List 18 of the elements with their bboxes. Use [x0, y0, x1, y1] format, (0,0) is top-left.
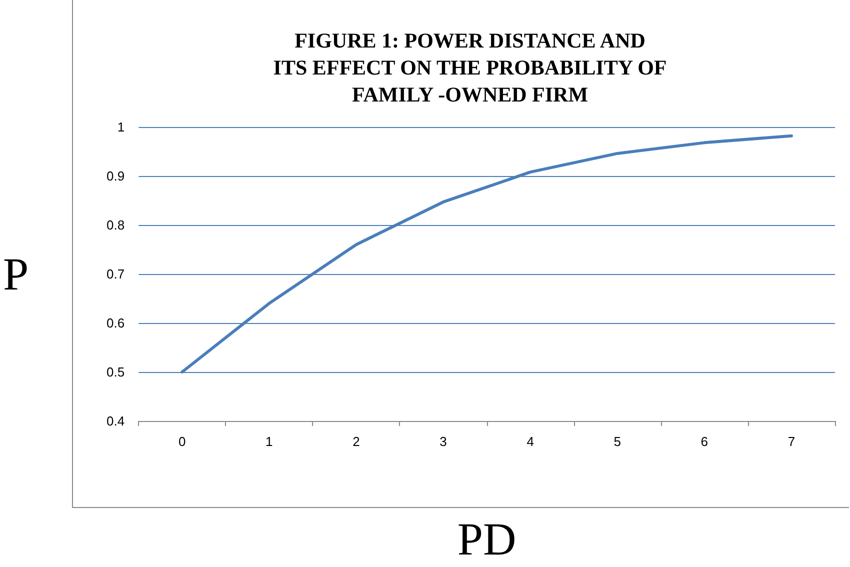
x-tick-label: 2: [352, 434, 360, 449]
x-tick-label: 0: [178, 434, 186, 449]
x-tick-label: 1: [266, 434, 273, 449]
y-tick-label: 0.5: [106, 364, 125, 380]
x-tick-label: 3: [440, 434, 447, 449]
y-tick-label: 0.9: [106, 168, 125, 184]
y-tick-label: 1: [117, 120, 125, 134]
x-tick-label: 6: [700, 434, 708, 449]
y-tick-label: 0.8: [106, 218, 125, 232]
x-tick-label: 7: [788, 434, 796, 449]
y-tick-label: 0.4: [106, 414, 125, 428]
y-tick-label: 0.7: [106, 266, 125, 282]
y-axis-title: P: [2, 248, 29, 300]
x-axis-title: PD: [457, 514, 516, 564]
x-tick-label: 4: [526, 434, 534, 449]
y-tick-label: 0.6: [106, 316, 125, 330]
chart-title: FIGURE 1: POWER DISTANCE AND ITS EFFECT ON THE PROBABILITY OF FAMILY -OWNED FIRM: [273, 28, 667, 106]
x-tick-label: 5: [614, 434, 621, 449]
